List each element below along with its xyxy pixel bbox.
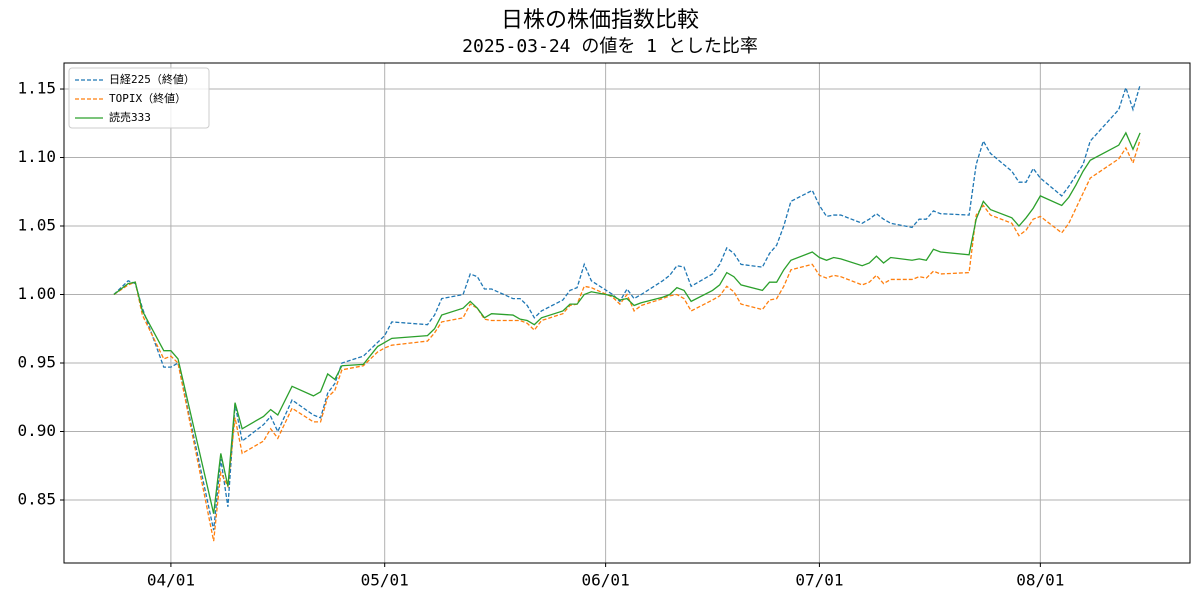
y-tick-label: 0.85 xyxy=(17,489,56,508)
legend-label: 読売333 xyxy=(109,110,151,124)
x-tick-label: 08/01 xyxy=(1016,571,1064,590)
x-tick-label: 04/01 xyxy=(147,571,195,590)
series-line xyxy=(113,84,1141,531)
plot-frame xyxy=(63,62,1191,564)
legend-label: TOPIX（終値） xyxy=(109,91,186,105)
chart-subtitle: 2025-03-24 の値を 1 とした比率 xyxy=(462,36,758,57)
series-line xyxy=(113,139,1141,542)
chart-title: 日株の株価指数比較 xyxy=(501,8,699,33)
legend-label: 日経225（終値） xyxy=(109,72,195,86)
x-tick-label: 07/01 xyxy=(795,571,843,590)
series-line xyxy=(113,131,1141,514)
x-tick-label: 06/01 xyxy=(582,571,630,590)
x-tick-label: 05/01 xyxy=(361,571,409,590)
legend-box xyxy=(68,67,210,129)
y-tick-label: 1.00 xyxy=(17,284,56,303)
y-tick-label: 1.10 xyxy=(17,147,56,166)
y-tick-label: 1.15 xyxy=(17,79,56,98)
y-tick-label: 1.05 xyxy=(17,216,56,235)
y-tick-label: 0.90 xyxy=(17,421,56,440)
y-tick-label: 0.95 xyxy=(17,353,56,372)
